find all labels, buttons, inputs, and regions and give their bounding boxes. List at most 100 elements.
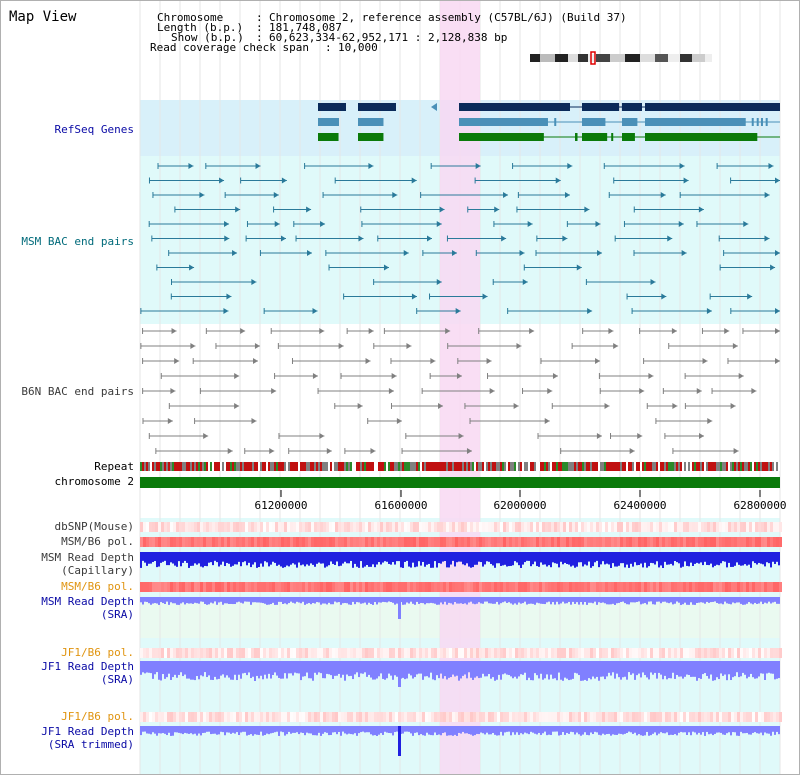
repeat-segment bbox=[714, 462, 716, 471]
read-depth-bar bbox=[462, 552, 464, 565]
read-depth-bar bbox=[752, 552, 754, 562]
polymorphism-cell bbox=[206, 522, 209, 532]
polymorphism-cell bbox=[692, 522, 695, 532]
read-depth-bar bbox=[192, 552, 194, 566]
read-depth-bar bbox=[310, 552, 312, 564]
read-depth-bar bbox=[622, 597, 624, 602]
repeat-segment bbox=[172, 462, 174, 471]
track-label-refseq[interactable]: RefSeq Genes bbox=[54, 123, 134, 136]
bac-end bbox=[232, 250, 238, 256]
polymorphism-cell bbox=[356, 582, 359, 592]
polymorphism-cell bbox=[584, 537, 587, 547]
read-depth-bar bbox=[680, 726, 682, 732]
polymorphism-cell bbox=[410, 522, 413, 532]
bac-end bbox=[171, 328, 177, 334]
polymorphism-cell bbox=[713, 582, 716, 592]
polymorphism-cell bbox=[494, 522, 497, 532]
read-depth-bar bbox=[484, 552, 486, 565]
read-depth-bar bbox=[682, 597, 684, 605]
read-depth-bar bbox=[420, 552, 422, 566]
polymorphism-cell bbox=[281, 582, 284, 592]
read-depth-bar bbox=[412, 552, 414, 563]
read-depth-bar bbox=[488, 552, 490, 562]
read-depth-bar bbox=[152, 661, 154, 679]
read-depth-bar bbox=[192, 661, 194, 680]
gene-exon bbox=[611, 133, 614, 141]
repeat-segment bbox=[590, 462, 592, 471]
repeat-segment bbox=[470, 462, 472, 471]
read-depth-bar bbox=[262, 597, 264, 604]
show-label: Show (b.p.) bbox=[171, 31, 244, 44]
polymorphism-cell bbox=[449, 712, 452, 722]
read-depth-bar bbox=[284, 661, 286, 674]
read-depth-bar bbox=[318, 597, 320, 603]
repeat-segment bbox=[358, 462, 360, 471]
read-depth-bar bbox=[348, 552, 350, 564]
bac-end bbox=[707, 418, 713, 424]
read-depth-bar bbox=[488, 597, 490, 604]
polymorphism-cell bbox=[725, 582, 728, 592]
read-depth-bar bbox=[174, 726, 176, 733]
polymorphism-cell bbox=[443, 582, 446, 592]
read-depth-bar bbox=[158, 597, 160, 605]
read-depth-bar bbox=[468, 552, 470, 567]
polymorphism-cell bbox=[242, 648, 245, 658]
read-depth-bar bbox=[720, 726, 722, 733]
bac-end bbox=[430, 358, 436, 364]
polymorphism-cell bbox=[257, 712, 260, 722]
track-label-msm-bac[interactable]: MSM BAC end pairs bbox=[21, 235, 134, 248]
polymorphism-cell bbox=[569, 522, 572, 532]
polymorphism-cell bbox=[761, 712, 764, 722]
repeat-segment bbox=[242, 462, 244, 471]
read-depth-bar bbox=[622, 552, 624, 564]
polymorphism-cell bbox=[236, 582, 239, 592]
bac-end bbox=[174, 358, 180, 364]
read-depth-bar bbox=[686, 661, 688, 675]
read-depth-bar bbox=[718, 552, 720, 566]
polymorphism-cell bbox=[257, 648, 260, 658]
read-depth-bar bbox=[764, 661, 766, 681]
read-depth-bar bbox=[166, 552, 168, 566]
read-depth-bar bbox=[738, 661, 740, 678]
read-depth-bar bbox=[300, 552, 302, 566]
repeat-segment bbox=[252, 462, 254, 471]
repeat-segment bbox=[576, 462, 578, 471]
read-depth-bar bbox=[486, 597, 488, 602]
read-depth-bar bbox=[770, 726, 772, 736]
repeat-segment bbox=[476, 462, 478, 471]
repeat-segment bbox=[666, 462, 668, 471]
polymorphism-cell bbox=[707, 712, 710, 722]
bac-end bbox=[503, 192, 509, 198]
read-depth-bar bbox=[588, 726, 590, 736]
polymorphism-cell bbox=[596, 712, 599, 722]
polymorphism-cell bbox=[566, 648, 569, 658]
repeat-segment bbox=[718, 462, 720, 471]
read-depth-bar bbox=[776, 597, 778, 604]
track-label-b6n-bac[interactable]: B6N BAC end pairs bbox=[21, 385, 134, 398]
gene-exon bbox=[645, 103, 780, 111]
polymorphism-cell bbox=[665, 648, 668, 658]
read-depth-bar bbox=[606, 661, 608, 677]
read-depth-bar bbox=[598, 552, 600, 568]
read-depth-bar bbox=[506, 597, 508, 603]
read-depth-bar bbox=[520, 552, 522, 568]
read-depth-bar bbox=[484, 661, 486, 677]
polymorphism-cell bbox=[620, 648, 623, 658]
read-depth-bar bbox=[264, 726, 266, 736]
polymorphism-cell bbox=[170, 648, 173, 658]
read-depth-bar bbox=[214, 552, 216, 561]
bac-end bbox=[255, 163, 261, 169]
read-depth-bar bbox=[446, 726, 448, 736]
repeat-segment bbox=[488, 462, 490, 471]
polymorphism-cell bbox=[764, 522, 767, 532]
polymorphism-cell bbox=[341, 712, 344, 722]
polymorphism-cell bbox=[257, 537, 260, 547]
gene-exon bbox=[555, 103, 558, 111]
read-depth-bar bbox=[634, 552, 636, 563]
polymorphism-cell bbox=[470, 712, 473, 722]
polymorphism-cell bbox=[770, 522, 773, 532]
bac-end bbox=[391, 373, 397, 379]
polymorphism-cell bbox=[398, 582, 401, 592]
read-depth-bar bbox=[706, 597, 708, 602]
